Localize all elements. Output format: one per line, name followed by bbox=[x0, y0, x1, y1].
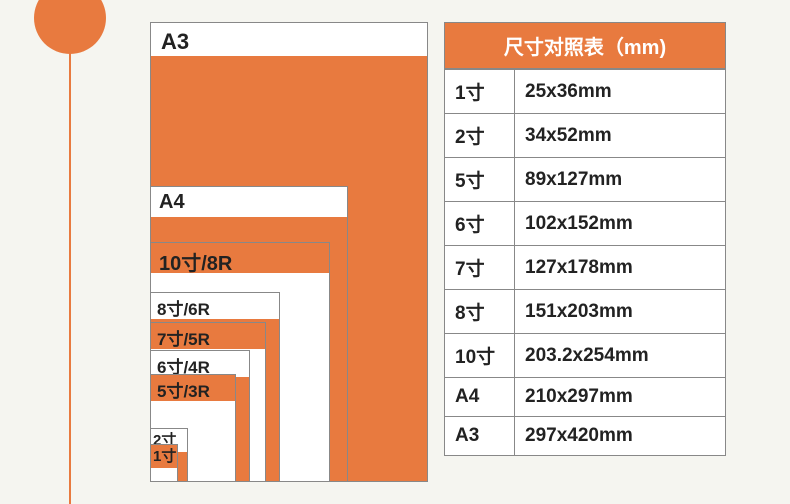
size-box-label: 1寸 bbox=[153, 445, 176, 466]
cell-dim: 102x152mm bbox=[515, 202, 726, 246]
cell-dim: 151x203mm bbox=[515, 290, 726, 334]
cell-dim: 25x36mm bbox=[515, 70, 726, 114]
cell-size: 8寸 bbox=[445, 290, 515, 334]
size-box-label: A3 bbox=[161, 29, 189, 55]
size-box-label: 5寸/3R bbox=[157, 377, 210, 402]
vertical-line bbox=[69, 0, 71, 504]
size-table: 尺寸对照表（mm) 1寸25x36mm2寸34x52mm5寸89x127mm6寸… bbox=[444, 22, 726, 456]
table-row: 6寸102x152mm bbox=[445, 202, 726, 246]
table-row: 2寸34x52mm bbox=[445, 114, 726, 158]
cell-size: 5寸 bbox=[445, 158, 515, 202]
table-row: 7寸127x178mm bbox=[445, 246, 726, 290]
cell-dim: 297x420mm bbox=[515, 417, 726, 456]
cell-size: 1寸 bbox=[445, 70, 515, 114]
cell-dim: 127x178mm bbox=[515, 246, 726, 290]
table-row: 5寸89x127mm bbox=[445, 158, 726, 202]
cell-size: A4 bbox=[445, 378, 515, 417]
size-box-label: A4 bbox=[159, 191, 185, 214]
size-box-label: 7寸/5R bbox=[157, 325, 210, 350]
size-box-s1: 1寸 bbox=[150, 444, 178, 482]
table-row: A4210x297mm bbox=[445, 378, 726, 417]
cell-dim: 89x127mm bbox=[515, 158, 726, 202]
cell-size: 6寸 bbox=[445, 202, 515, 246]
table-row: A3297x420mm bbox=[445, 417, 726, 456]
table-row: 10寸203.2x254mm bbox=[445, 334, 726, 378]
cell-dim: 34x52mm bbox=[515, 114, 726, 158]
cell-dim: 210x297mm bbox=[515, 378, 726, 417]
size-box-label: 8寸/6R bbox=[157, 295, 210, 320]
size-box-label: 10寸/8R bbox=[159, 247, 232, 276]
nested-sizes-diagram: A3A410寸/8R8寸/6R7寸/5R6寸/4R5寸/3R2寸1寸 bbox=[150, 22, 428, 482]
cell-size: 10寸 bbox=[445, 334, 515, 378]
table-body: 1寸25x36mm2寸34x52mm5寸89x127mm6寸102x152mm7… bbox=[444, 69, 726, 456]
table-row: 8寸151x203mm bbox=[445, 290, 726, 334]
size-box-label-strip bbox=[151, 23, 427, 56]
cell-size: 7寸 bbox=[445, 246, 515, 290]
table-header: 尺寸对照表（mm) bbox=[444, 22, 726, 69]
table-row: 1寸25x36mm bbox=[445, 70, 726, 114]
cell-size: 2寸 bbox=[445, 114, 515, 158]
cell-dim: 203.2x254mm bbox=[515, 334, 726, 378]
cell-size: A3 bbox=[445, 417, 515, 456]
